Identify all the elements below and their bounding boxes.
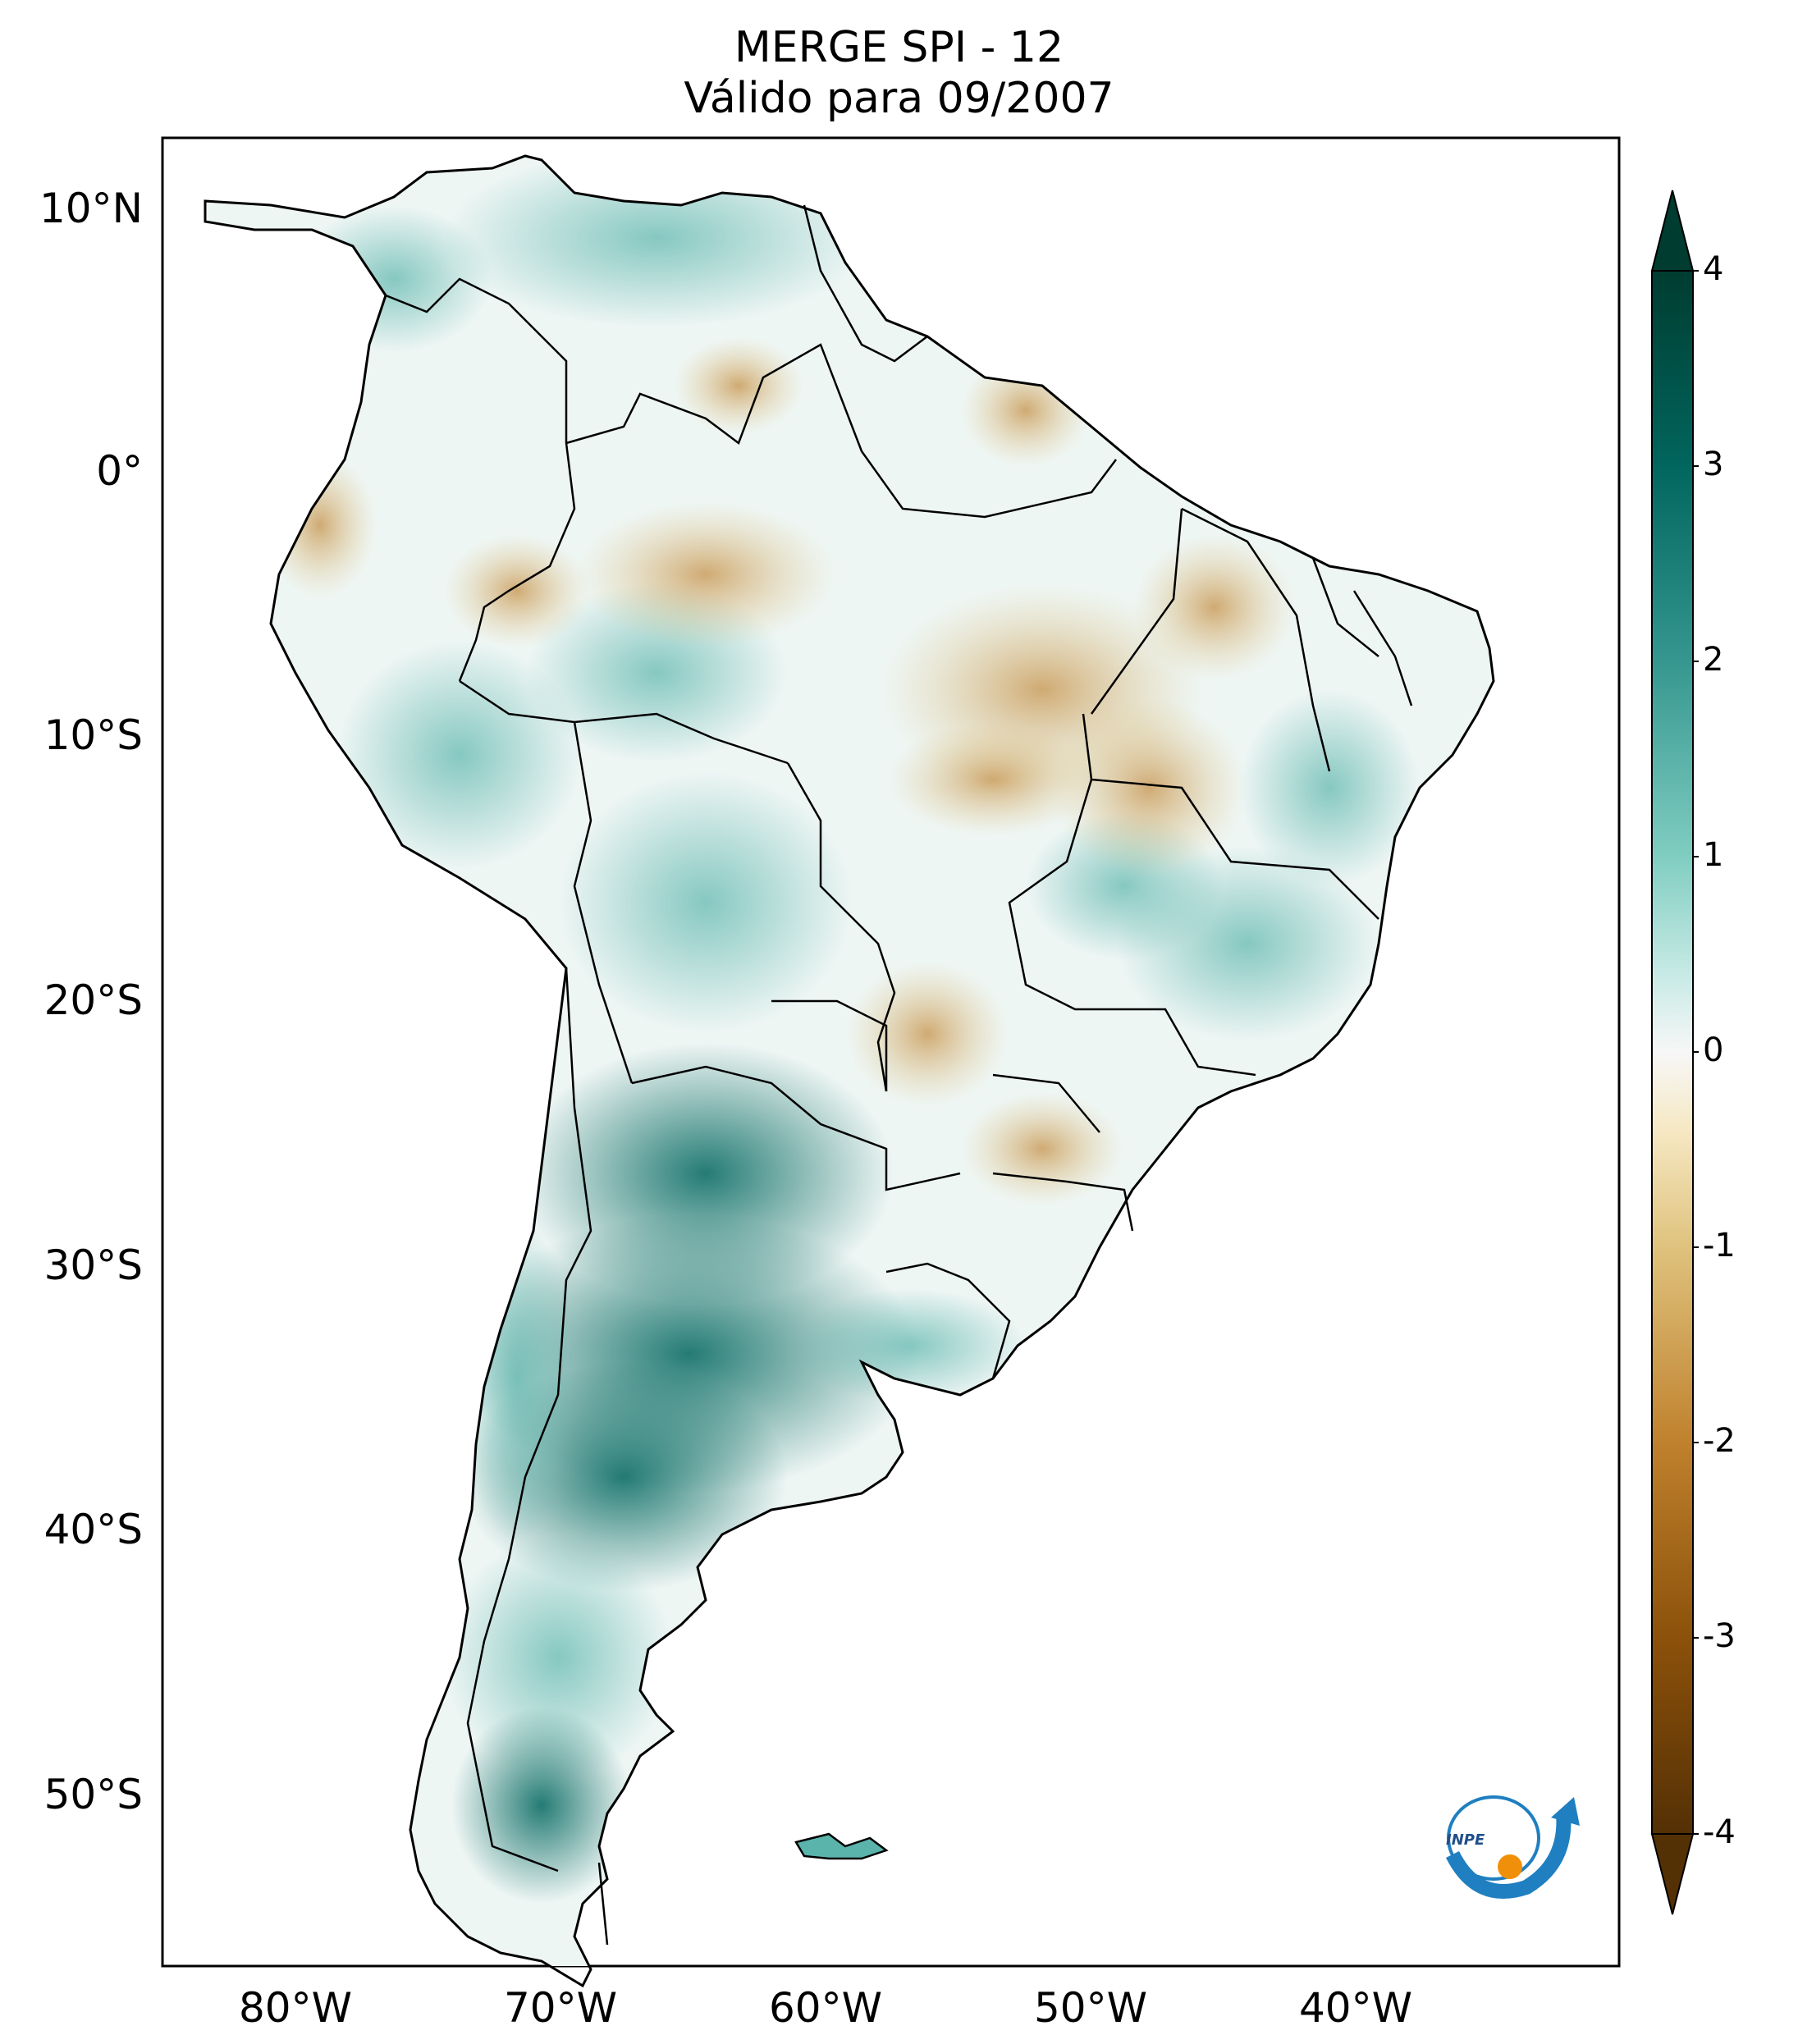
chart-title: MERGE SPI - 12	[734, 23, 1064, 72]
colorbar-tick: 0	[1703, 1031, 1724, 1069]
colorbar	[1650, 190, 1699, 1915]
chart-subtitle: Válido para 09/2007	[684, 74, 1114, 123]
lat-tick: 10°S	[43, 711, 143, 759]
lat-tick: 20°S	[43, 976, 143, 1024]
inpe-logo-icon	[1445, 1795, 1580, 1899]
colorbar-upper-extension	[1650, 190, 1695, 272]
colorbar-tick: 1	[1703, 836, 1724, 874]
lat-tick: 0°	[96, 447, 143, 495]
lon-tick: 50°W	[1033, 1984, 1148, 2032]
colorbar-bar	[1651, 270, 1694, 1835]
falkland-islands	[794, 1832, 889, 1860]
colorbar-tick: 4	[1703, 250, 1724, 288]
lat-tick: 40°S	[43, 1506, 143, 1553]
colorbar-tick: 3	[1703, 446, 1724, 483]
lat-tick: 50°S	[43, 1771, 143, 1818]
logo-text: INPE	[1446, 1831, 1485, 1849]
country-borders	[385, 204, 1413, 1946]
lon-tick: 80°W	[238, 1984, 353, 2032]
colorbar-tick: -1	[1703, 1227, 1736, 1264]
colorbar-tick: -4	[1703, 1813, 1736, 1851]
lon-tick: 60°W	[768, 1984, 883, 2032]
colorbar-tick: -3	[1703, 1617, 1736, 1655]
lat-tick: 30°S	[43, 1241, 143, 1289]
lat-tick: 10°N	[39, 185, 143, 232]
colorbar-tick: 2	[1703, 641, 1724, 679]
colorbar-lower-extension	[1650, 1833, 1695, 1915]
colorbar-tick: -2	[1703, 1422, 1736, 1460]
lon-tick: 70°W	[503, 1984, 618, 2032]
lon-tick: 40°W	[1298, 1984, 1413, 2032]
